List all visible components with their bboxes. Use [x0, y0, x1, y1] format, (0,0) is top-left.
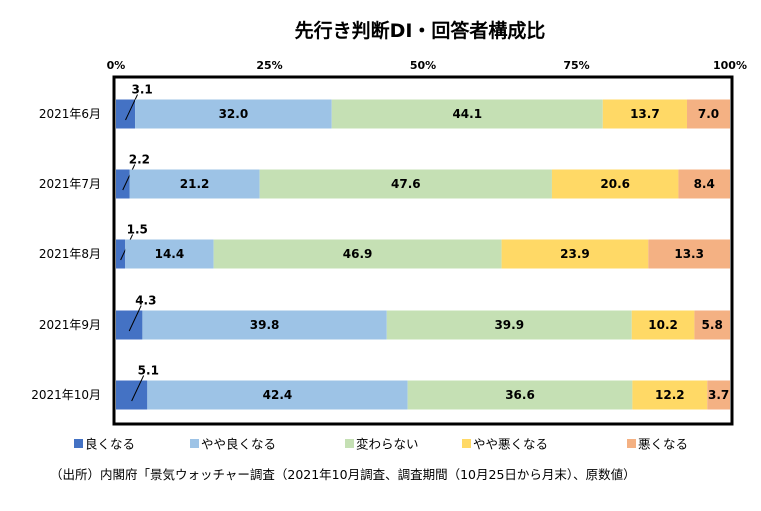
x-tick-label: 0% [107, 59, 126, 72]
legend: 良くなる やや良くなる 変わらない やや悪くなる 悪くなる [74, 437, 688, 452]
x-tick-label: 75% [563, 59, 589, 72]
data-label: 5.8 [702, 318, 723, 332]
bar-segment [116, 310, 143, 340]
legend-swatch [74, 439, 83, 448]
data-label: 1.5 [127, 223, 148, 237]
legend-label: 変わらない [356, 437, 419, 452]
category-label: 2021年9月 [39, 318, 101, 332]
data-label: 36.6 [505, 388, 535, 402]
legend-swatch [345, 439, 354, 448]
legend-label: やや良くなる [201, 437, 276, 452]
legend-swatch [190, 439, 199, 448]
data-label: 4.3 [135, 294, 156, 308]
x-axis-ticks: 0% 25% 50% 75% 100% [107, 59, 747, 72]
bar-segment [678, 169, 730, 199]
data-label-leader [131, 375, 145, 402]
legend-label: 良くなる [85, 437, 135, 452]
data-label: 23.9 [560, 247, 590, 261]
bar-segment [632, 380, 708, 410]
bar-segment [147, 380, 408, 410]
data-label-leader [125, 94, 138, 121]
legend-swatch [627, 439, 636, 448]
data-label: 20.6 [600, 177, 630, 191]
bar-segment [501, 239, 649, 269]
bar-segment [135, 99, 332, 129]
x-tick-label: 50% [410, 59, 436, 72]
bar-segment [125, 239, 214, 269]
data-label: 5.1 [138, 364, 159, 378]
chart-title: 先行き判断DI・回答者構成比 [295, 19, 546, 42]
category-label: 2021年8月 [39, 247, 101, 261]
bar-segment [142, 310, 387, 340]
data-label: 8.4 [694, 177, 715, 191]
data-label: 21.2 [180, 177, 210, 191]
bar-segment [602, 99, 687, 129]
data-label: 44.1 [452, 107, 482, 121]
data-label-leader [128, 305, 142, 332]
legend-label: 悪くなる [638, 437, 688, 452]
data-label: 32.0 [219, 107, 249, 121]
data-label-leader [122, 164, 136, 191]
data-label: 42.4 [263, 388, 293, 402]
bar-segment [116, 380, 148, 410]
bar-segment [551, 169, 679, 199]
category-labels: 2021年6月 2021年7月 2021年8月 2021年9月 2021年10月 [31, 107, 101, 402]
x-tick-label: 100% [713, 59, 747, 72]
bar-segment [407, 380, 633, 410]
bar-segment [707, 380, 730, 410]
bars-group: 3.1 32.0 44.1 13.7 7.0 2.2 21.2 47.6 20.6 8.4 1.5 1… [116, 83, 730, 410]
data-label: 39.9 [494, 318, 524, 332]
plot-area-frame [112, 75, 734, 426]
data-label: 13.7 [630, 107, 660, 121]
data-label: 3.7 [708, 388, 729, 402]
category-label: 2021年10月 [31, 388, 101, 402]
category-label: 2021年7月 [39, 177, 101, 191]
bar-segment [386, 310, 632, 340]
legend-label: やや悪くなる [473, 437, 548, 452]
bar-segment [694, 310, 730, 340]
data-label: 14.4 [155, 247, 185, 261]
legend-swatch [462, 439, 471, 448]
bar-segment [129, 169, 260, 199]
bar-segment [331, 99, 603, 129]
data-label: 10.2 [648, 318, 678, 332]
data-label: 13.3 [674, 247, 704, 261]
category-label: 2021年6月 [39, 107, 101, 121]
bar-segment [259, 169, 552, 199]
x-tick-label: 25% [256, 59, 282, 72]
data-label: 3.1 [132, 83, 153, 97]
data-label: 47.6 [391, 177, 421, 191]
source-note: （出所）内閣府「景気ウォッチャー調査（2021年10月調査、調査期間（10月25… [50, 467, 636, 482]
bar-segment [116, 169, 130, 199]
data-label: 2.2 [129, 153, 150, 167]
data-label: 39.8 [250, 318, 280, 332]
bar-segment [686, 99, 730, 129]
bar-segment [116, 99, 136, 129]
data-label: 7.0 [698, 107, 719, 121]
bar-segment [648, 239, 730, 269]
bar-segment [631, 310, 695, 340]
data-label: 12.2 [655, 388, 685, 402]
bar-segment [213, 239, 502, 269]
data-label: 46.9 [343, 247, 373, 261]
bar-segment [116, 239, 126, 269]
